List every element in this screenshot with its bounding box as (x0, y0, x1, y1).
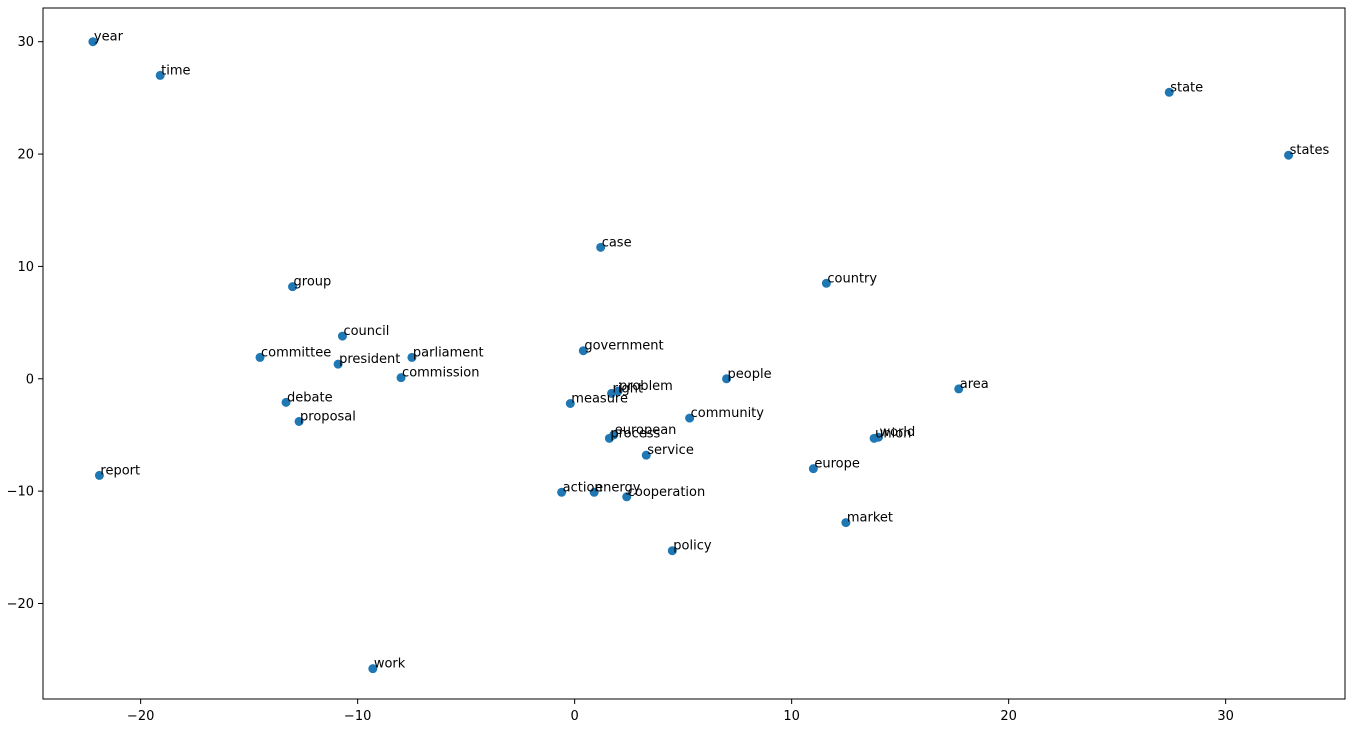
point-label-market: market (847, 511, 893, 526)
scatter-point-state (1164, 87, 1174, 97)
scatter-point-service (641, 450, 651, 460)
x-tick-label: 0 (571, 709, 579, 724)
scatter-point-committee (255, 352, 265, 362)
point-label-year: year (94, 30, 124, 45)
scatter-point-policy (667, 546, 677, 556)
scatter-point-europe (808, 464, 818, 474)
point-label-proposal: proposal (300, 409, 356, 424)
x-tick-label: 20 (1000, 709, 1017, 724)
point-label-community: community (691, 406, 765, 421)
point-label-president: president (339, 352, 400, 367)
point-label-europe: europe (814, 457, 860, 472)
y-tick-label: 20 (17, 148, 34, 163)
point-label-country: country (827, 271, 877, 286)
scatter-point-president (333, 359, 343, 369)
scatter-point-area (954, 384, 964, 394)
point-label-case: case (602, 235, 632, 250)
y-tick-label: −10 (7, 485, 34, 500)
data-points (88, 37, 1294, 674)
scatter-point-parliament (407, 352, 417, 362)
scatter-point-group (288, 282, 298, 292)
point-label-states: states (1290, 143, 1330, 158)
x-tick-label: −20 (127, 709, 154, 724)
scatter-point-measure (565, 398, 575, 408)
scatter-point-country (821, 278, 831, 288)
point-label-area: area (960, 377, 989, 392)
point-label-problem: problem (619, 379, 673, 394)
plot-area (42, 7, 1346, 700)
point-labels: year time state states case group country counc… (94, 30, 1330, 672)
scatter-point-community (685, 413, 695, 423)
point-label-commission: commission (402, 366, 479, 381)
scatter-point-debate (281, 397, 291, 407)
x-tick-label: −10 (344, 709, 371, 724)
scatter-point-world (873, 432, 883, 442)
scatter-point-commission (396, 373, 406, 383)
point-label-government: government (584, 339, 663, 354)
point-label-world: world (879, 425, 915, 440)
point-label-policy: policy (673, 539, 712, 554)
point-label-people: people (728, 367, 772, 382)
scatter-point-council (337, 331, 347, 341)
point-label-process: process (610, 426, 660, 441)
point-label-time: time (161, 63, 190, 78)
point-label-union: union (875, 426, 911, 441)
point-label-action: action (563, 480, 603, 495)
point-label-state: state (1170, 80, 1203, 95)
scatter-point-market (841, 518, 851, 528)
scatter-point-proposal (294, 416, 304, 426)
scatter-point-work (368, 664, 378, 674)
x-tick-label: 30 (1217, 709, 1234, 724)
scatter-point-people (722, 374, 732, 384)
scatter-point-year (88, 37, 98, 47)
point-label-group: group (294, 275, 332, 290)
point-label-measure: measure (571, 391, 628, 406)
scatter-point-action (557, 487, 567, 497)
scatter-point-government (578, 346, 588, 356)
scatter-point-problem (613, 386, 623, 396)
point-label-service: service (647, 443, 694, 458)
point-label-committee: committee (261, 345, 331, 360)
point-label-debate: debate (287, 390, 333, 405)
point-label-energy: energy (595, 480, 641, 495)
x-axis: −20 −10 0 10 20 30 (127, 699, 1234, 724)
y-tick-label: 10 (17, 260, 34, 275)
scatter-point-report (94, 470, 104, 480)
scatter-point-time (155, 70, 165, 80)
x-tick-label: 10 (783, 709, 800, 724)
point-label-european: european (615, 423, 677, 438)
scatter-point-energy (589, 487, 599, 497)
y-tick-label: 0 (26, 372, 34, 387)
scatter-point-states (1284, 150, 1294, 160)
point-label-council: council (343, 324, 389, 339)
y-tick-label: 30 (17, 35, 34, 50)
scatter-point-process (604, 433, 614, 443)
point-label-report: report (100, 463, 140, 478)
point-label-work: work (374, 657, 406, 672)
y-axis: −20 −10 0 10 20 30 (7, 35, 43, 612)
point-label-parliament: parliament (413, 345, 484, 360)
scatter-point-cooperation (622, 492, 632, 502)
scatter-point-case (596, 242, 606, 252)
point-label-cooperation: cooperation (628, 485, 706, 500)
y-tick-label: −20 (7, 597, 34, 612)
point-label-right: right (613, 381, 644, 396)
